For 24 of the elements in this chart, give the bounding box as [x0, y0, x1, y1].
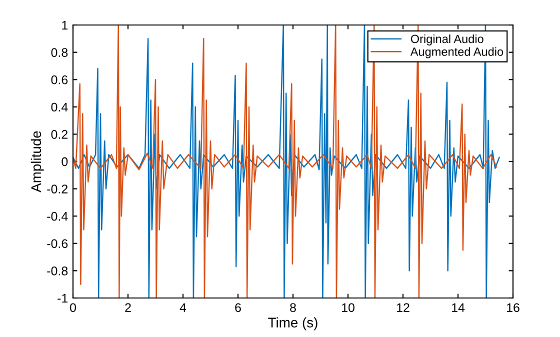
- y-tick-label: 0.4: [51, 102, 68, 112]
- x-tick-label: 2: [125, 303, 131, 312]
- y-axis-title: Amplitude: [30, 131, 44, 192]
- x-tick-label: 6: [235, 303, 241, 312]
- x-tick-label: 4: [180, 303, 186, 312]
- y-tick-label: -0.4: [47, 212, 68, 221]
- x-axis-title: Time (s): [268, 317, 318, 330]
- y-tick-label: 1: [62, 20, 68, 30]
- x-tick-label: 0: [70, 303, 76, 312]
- x-tick-label: 8: [290, 303, 296, 312]
- x-tick-label: 14: [452, 303, 465, 312]
- x-tick-label: 12: [397, 303, 410, 312]
- y-tick-label: -0.6: [47, 239, 68, 248]
- x-tick-label: 16: [507, 303, 520, 312]
- x-tick-label: 10: [342, 303, 354, 312]
- y-tick-label: -0.2: [47, 184, 68, 194]
- y-tick-label: 0: [62, 157, 68, 166]
- y-tick-label: 0.8: [51, 48, 68, 57]
- legend-label: Augmented Audio: [410, 47, 504, 58]
- y-tick-label: 0.6: [51, 75, 68, 84]
- y-tick-label: -1: [58, 294, 68, 303]
- y-tick-label: 0.2: [51, 130, 68, 139]
- y-tick-label: -0.8: [47, 266, 68, 276]
- legend-label: Original Audio: [410, 34, 484, 46]
